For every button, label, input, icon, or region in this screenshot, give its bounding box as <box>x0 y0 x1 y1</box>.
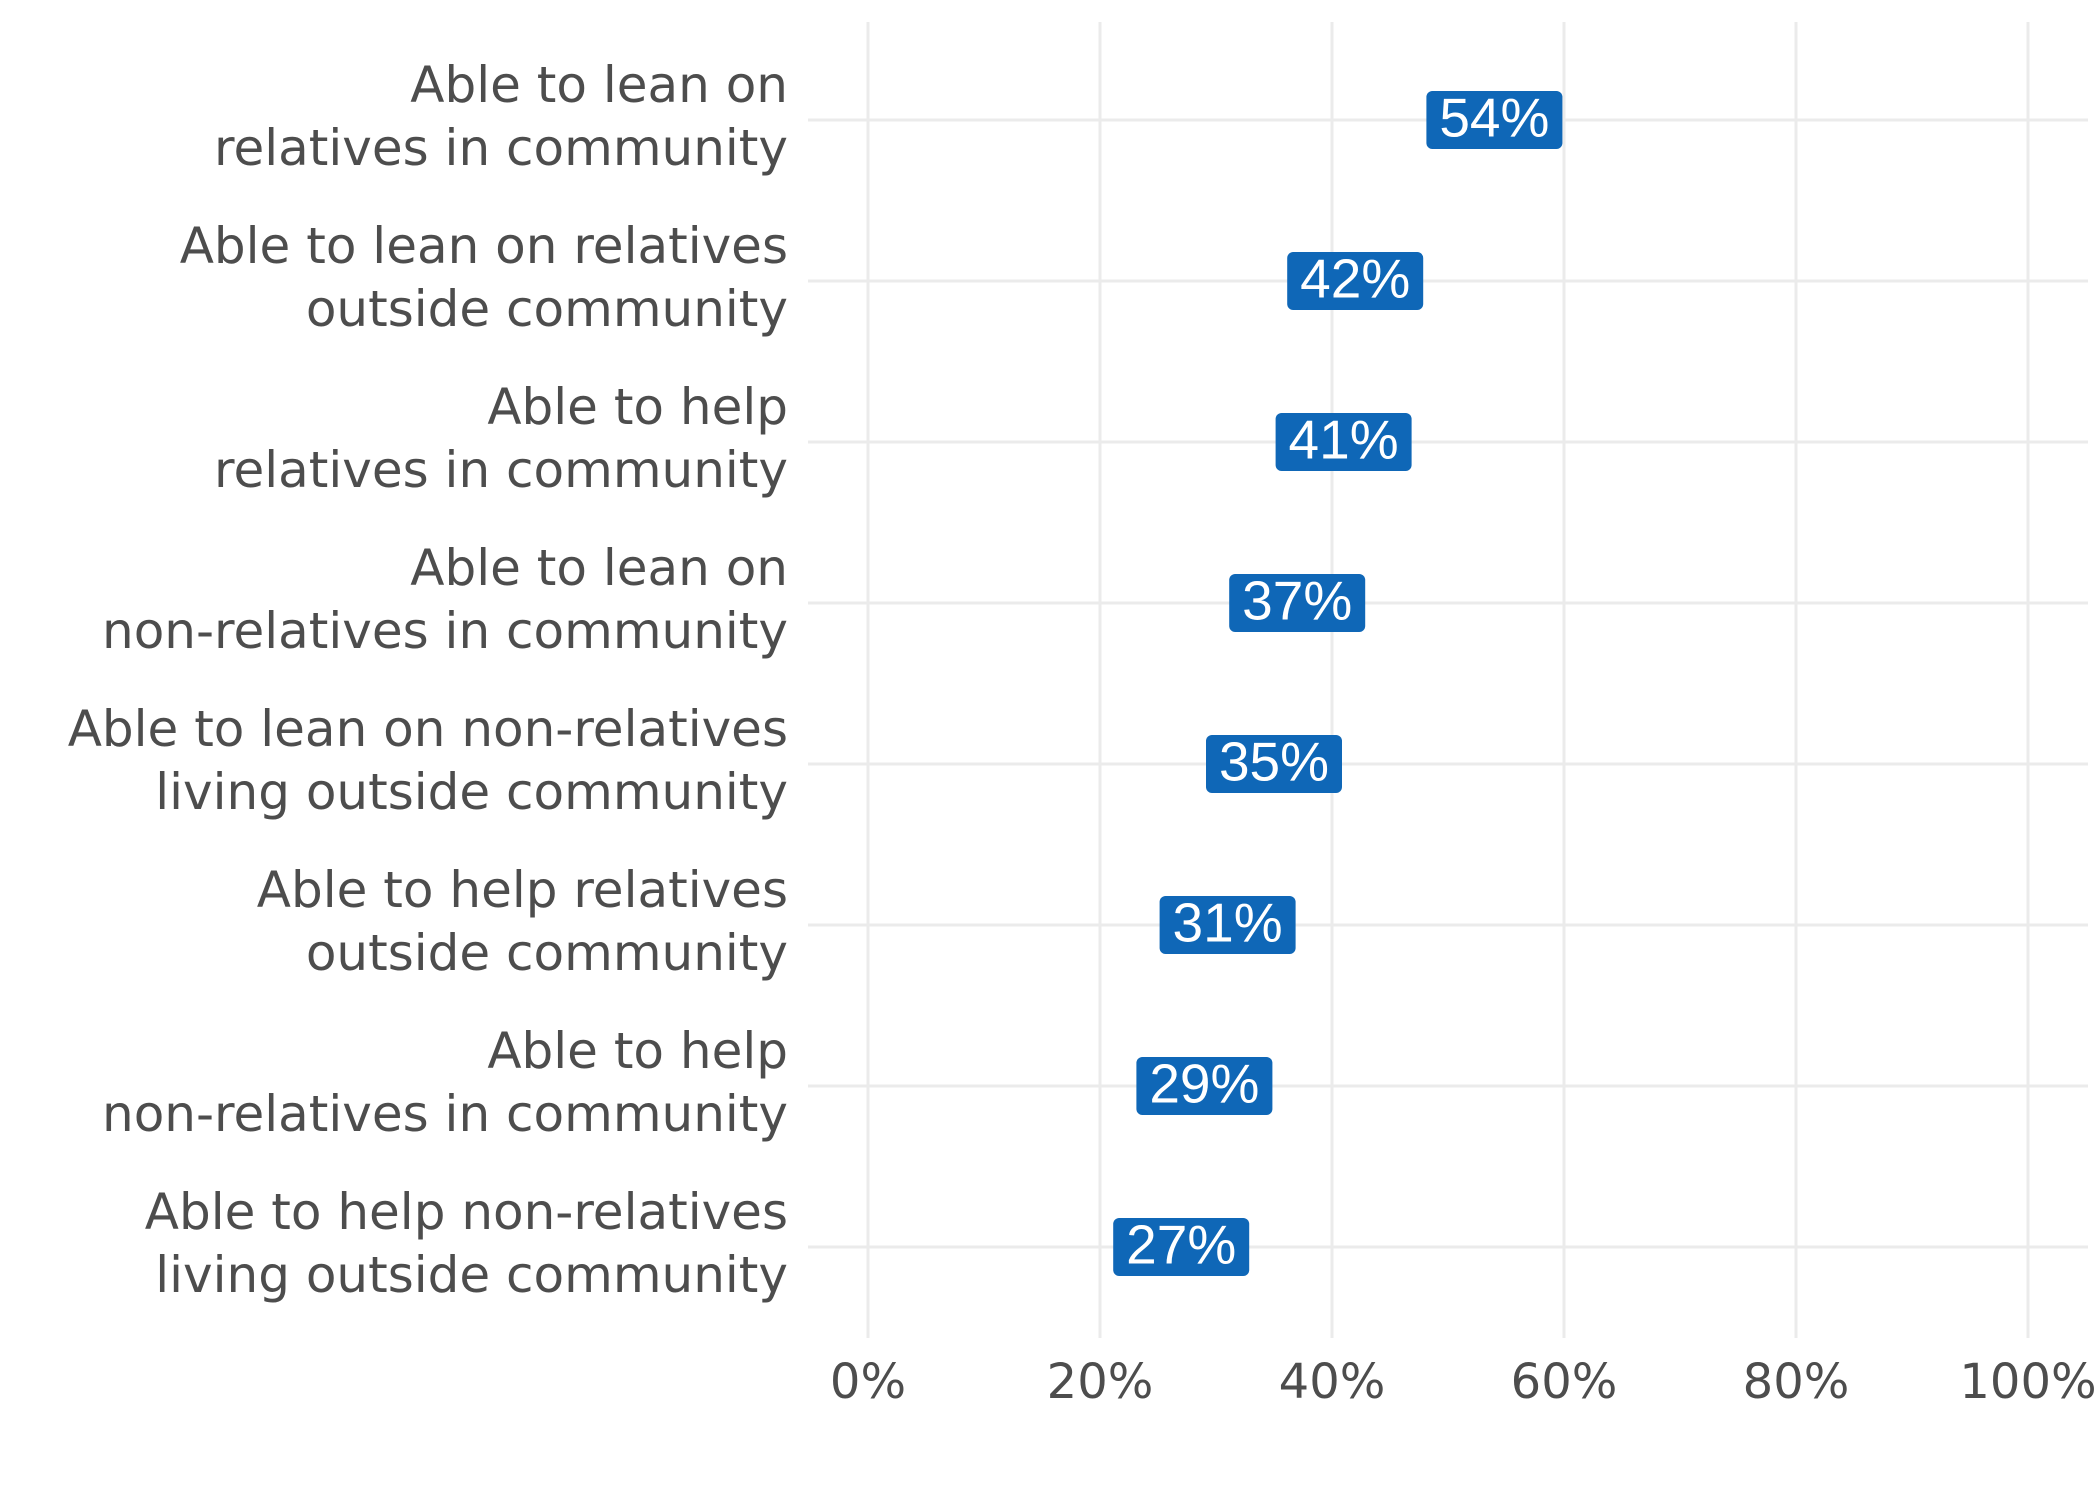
category-label: Able to lean on relatives in community <box>214 56 788 177</box>
data-point-label-box <box>1287 252 1424 310</box>
data-point-label-box <box>1275 413 1412 471</box>
x-tick-label: 60% <box>1511 1354 1618 1410</box>
category-label: Able to help relatives in community <box>214 378 788 499</box>
category-label-line: Able to lean on <box>410 56 788 114</box>
x-tick-label: 20% <box>1047 1354 1154 1410</box>
data-point-label-box <box>1159 896 1296 954</box>
data-point-label-box <box>1136 1057 1273 1115</box>
data-point-label-box <box>1206 735 1342 793</box>
category-label-line: Able to lean on <box>410 539 788 597</box>
category-label-line: Able to help <box>487 1022 788 1080</box>
category-label-line: outside community <box>306 280 788 338</box>
data-point-label-box <box>1113 1218 1250 1276</box>
category-label-line: Able to lean on relatives <box>180 217 788 275</box>
x-tick-label: 40% <box>1279 1354 1386 1410</box>
category-label-line: outside community <box>306 924 788 982</box>
category-label-line: relatives in community <box>214 119 788 177</box>
category-label-line: Able to help <box>487 378 788 436</box>
data-point-label: 27% <box>1126 1214 1236 1276</box>
category-label: Able to lean on non-relatives in communit… <box>102 539 788 660</box>
category-label-line: non-relatives in community <box>102 1085 788 1143</box>
data-point-label: 29% <box>1149 1053 1259 1115</box>
data-point-label: 42% <box>1300 248 1410 310</box>
data-point-label: 37% <box>1242 570 1352 632</box>
data-point-label-box <box>1426 91 1563 149</box>
category-label-line: Able to help relatives <box>257 861 788 919</box>
category-label-line: non-relatives in community <box>102 602 788 660</box>
category-label: Able to help non-relatives living outside… <box>145 1183 788 1304</box>
data-point-label: 31% <box>1173 892 1283 954</box>
category-label-line: Able to help non-relatives <box>145 1183 788 1241</box>
data-point-label: 54% <box>1439 87 1549 149</box>
x-tick-label: 100% <box>1959 1354 2096 1410</box>
category-label: Able to lean on relatives outside communi… <box>180 217 788 338</box>
x-tick-label: 80% <box>1743 1354 1850 1410</box>
x-tick-label: 0% <box>830 1354 906 1410</box>
category-label: Able to lean on non-relatives living outs… <box>68 700 788 821</box>
category-label: Able to help non-relatives in community <box>102 1022 788 1143</box>
data-point-label-box <box>1229 574 1366 632</box>
category-label: Able to help relatives outside community <box>257 861 788 982</box>
category-label-line: Able to lean on non-relatives <box>68 700 788 758</box>
category-label-line: living outside community <box>155 763 788 821</box>
data-point-label: 41% <box>1289 409 1399 471</box>
category-label-line: living outside community <box>155 1246 788 1304</box>
data-point-label: 35% <box>1219 731 1329 793</box>
category-label-line: relatives in community <box>214 441 788 499</box>
